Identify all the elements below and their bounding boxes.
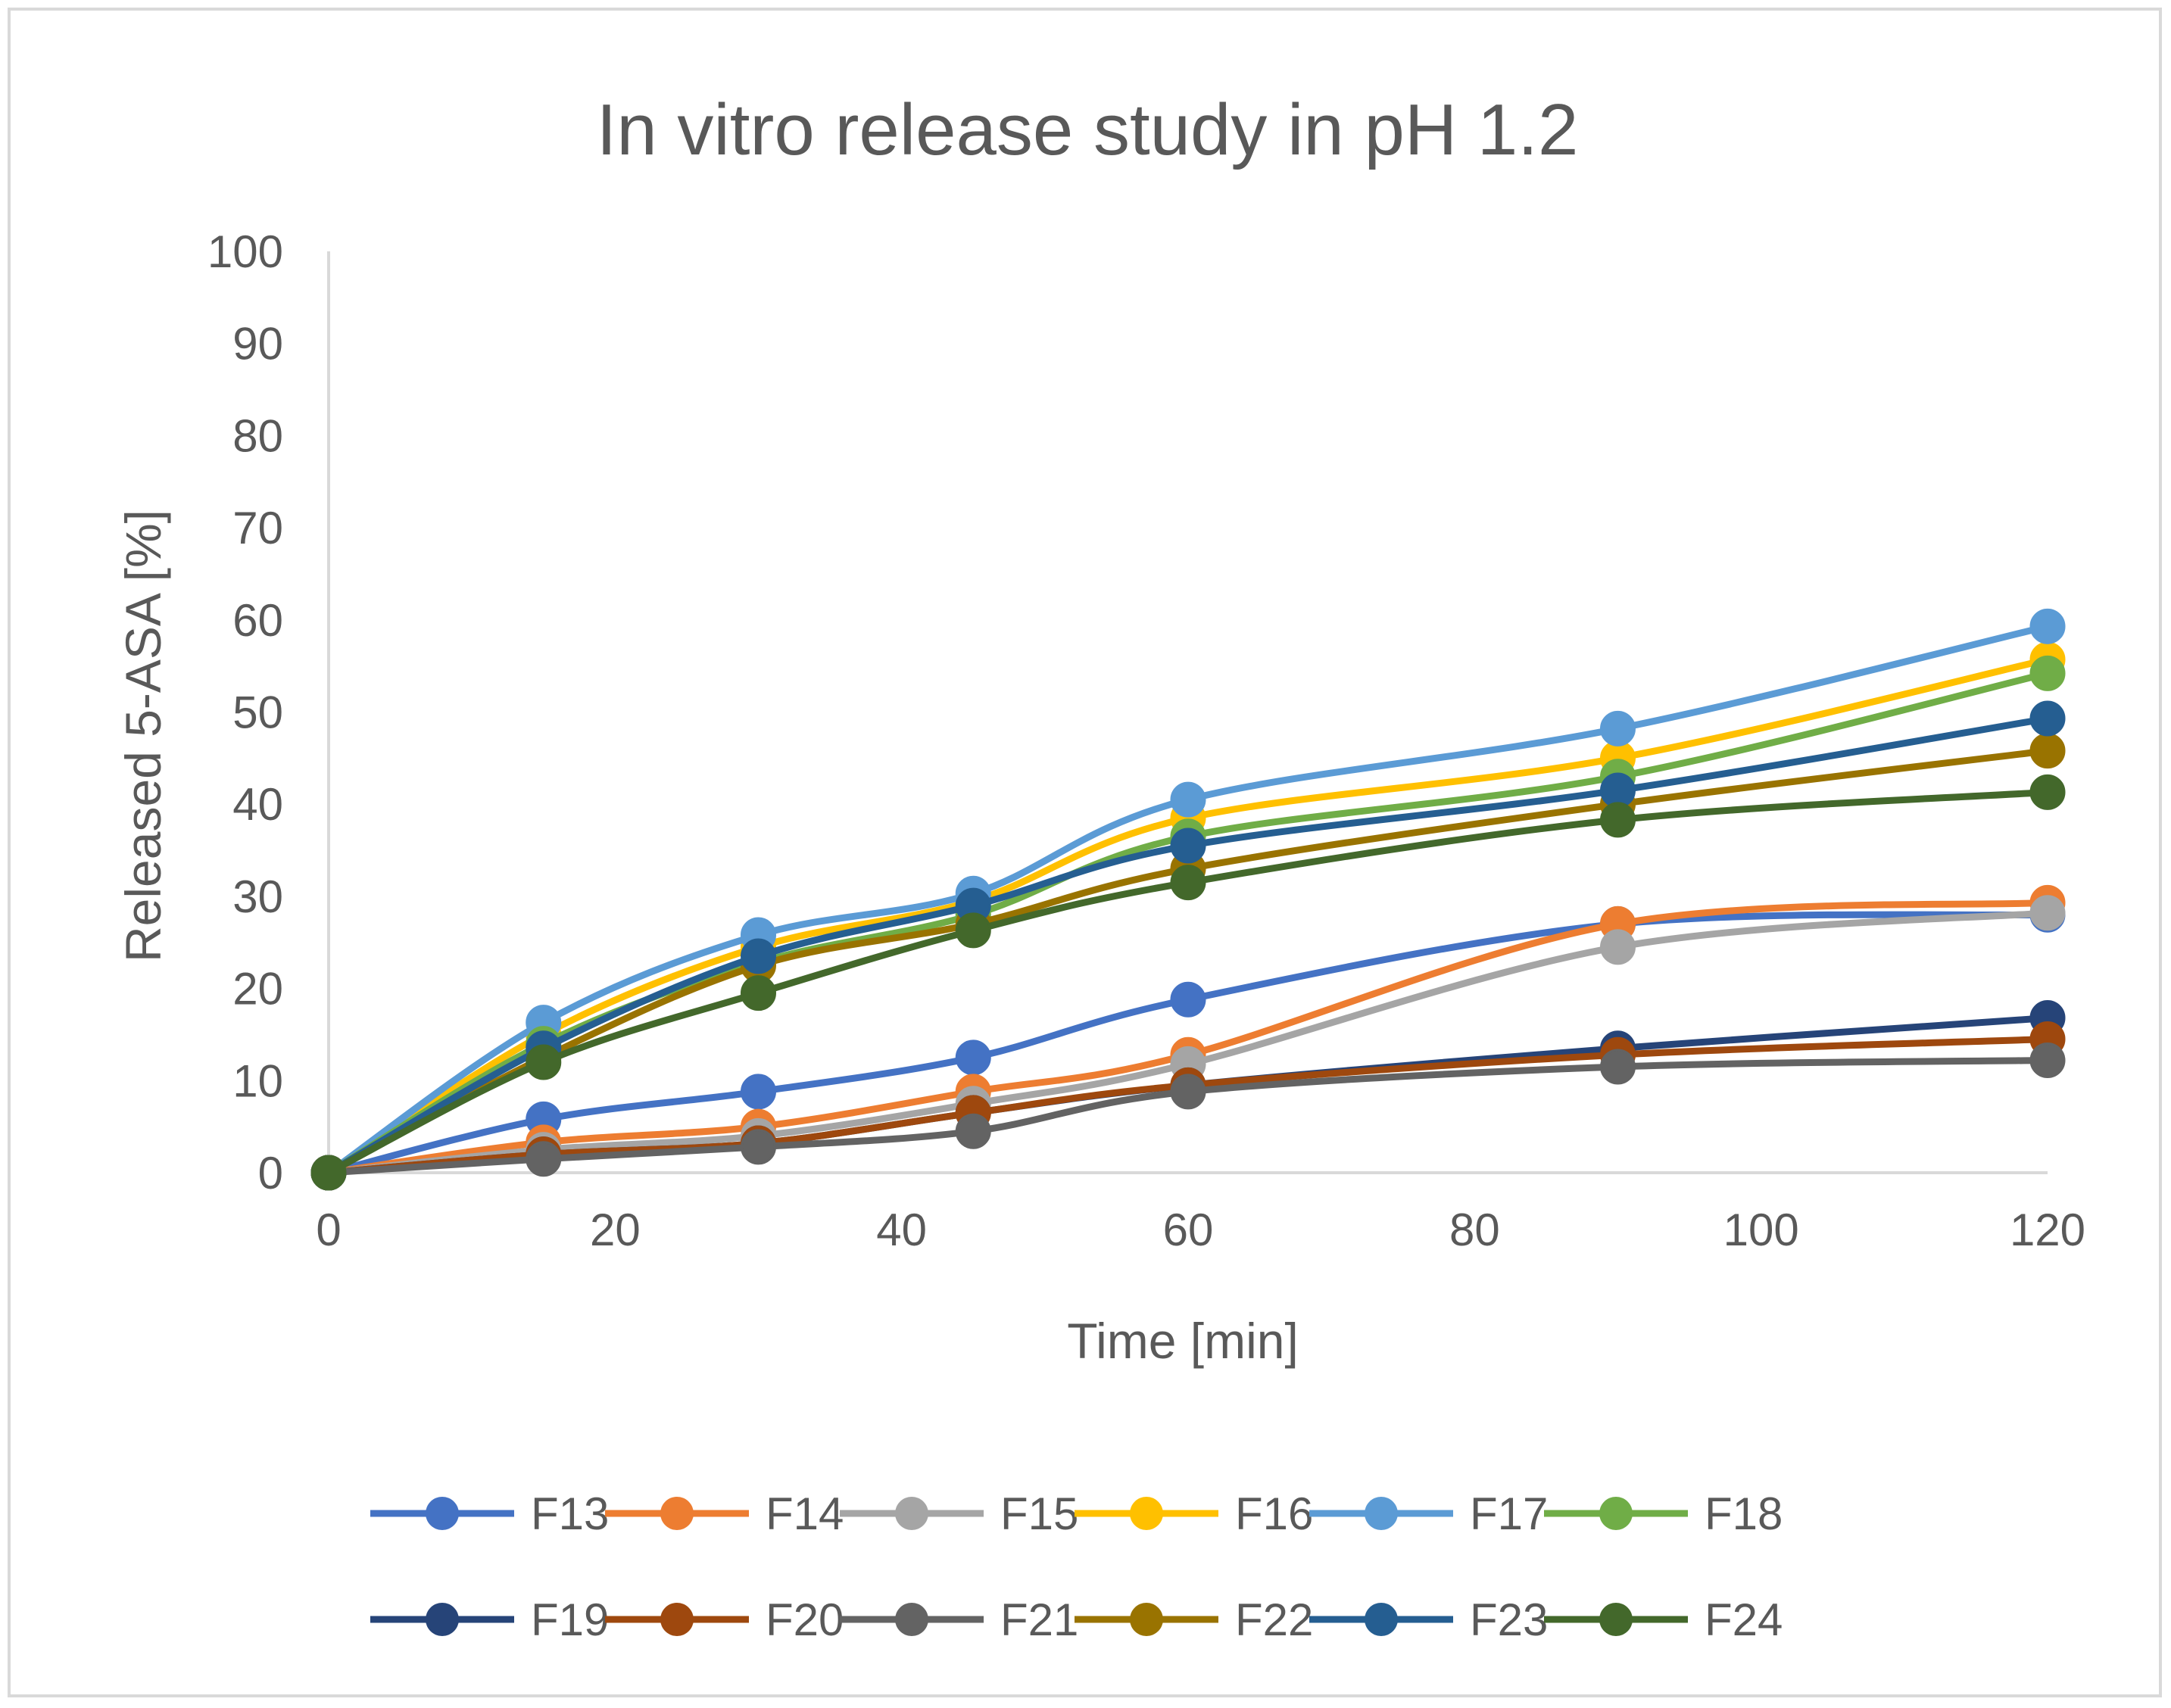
x-tick-label: 40 <box>876 1205 927 1255</box>
legend-marker-F15 <box>895 1497 928 1530</box>
legend-item-F18: F18 <box>1544 1488 1783 1539</box>
legend-label-F15: F15 <box>1000 1488 1078 1539</box>
data-point-F24-5 <box>1600 802 1636 838</box>
legend-label-F19: F19 <box>531 1594 609 1645</box>
y-tick-label: 50 <box>232 687 283 738</box>
data-point-F23-2 <box>741 938 776 974</box>
data-point-F13-4 <box>1170 981 1206 1018</box>
x-tick-label: 100 <box>1723 1205 1799 1255</box>
chart-frame: In vitro release study in pH 1.2 0 10 20 30… <box>8 8 2162 1697</box>
y-tick-label: 20 <box>232 964 283 1015</box>
data-point-F17-6 <box>2029 608 2066 644</box>
axes: 0 10 20 30 40 50 60 70 80 90 100 0 20 40 60 80 100 120 <box>207 226 2085 1255</box>
data-point-F17-5 <box>1600 710 1636 746</box>
data-point-F23-4 <box>1170 828 1206 864</box>
series-F24 <box>310 774 2066 1191</box>
legend-marker-F22 <box>1130 1603 1163 1636</box>
y-tick-label: 70 <box>232 503 283 553</box>
legend-item-F22: F22 <box>1075 1594 1313 1645</box>
legend-item-F15: F15 <box>840 1488 1078 1539</box>
legend-item-F24: F24 <box>1544 1594 1783 1645</box>
data-point-F17-4 <box>1170 781 1206 818</box>
data-point-F22-6 <box>2029 733 2066 769</box>
data-point-F24-0 <box>310 1155 347 1191</box>
legend-marker-F18 <box>1599 1497 1633 1530</box>
y-tick-label: 0 <box>258 1148 283 1198</box>
data-point-F23-6 <box>2029 700 2066 737</box>
series-lines <box>310 608 2066 1191</box>
x-tick-label: 60 <box>1163 1205 1214 1255</box>
legend-marker-F19 <box>426 1603 459 1636</box>
y-tick-label: 100 <box>207 226 283 277</box>
legend-marker-F16 <box>1130 1497 1163 1530</box>
legend-marker-F23 <box>1365 1603 1398 1636</box>
series-line-F14 <box>325 899 2051 1177</box>
data-point-F21-1 <box>526 1141 562 1177</box>
legend-marker-F21 <box>895 1603 928 1636</box>
y-tick-label: 80 <box>232 410 283 461</box>
series-line-F15 <box>325 909 2051 1177</box>
legend-label-F24: F24 <box>1705 1594 1783 1645</box>
data-point-F21-4 <box>1170 1074 1206 1110</box>
data-point-F18-6 <box>2029 655 2066 691</box>
x-tick-label: 0 <box>316 1205 341 1255</box>
data-point-F24-3 <box>955 912 991 949</box>
legend-item-F21: F21 <box>840 1594 1078 1645</box>
data-point-F15-6 <box>2029 895 2066 931</box>
data-point-F24-6 <box>2029 774 2066 810</box>
x-axis-title: Time [min] <box>1067 1313 1299 1369</box>
legend-item-F16: F16 <box>1075 1488 1313 1539</box>
legend-item-F20: F20 <box>605 1594 844 1645</box>
legend-label-F14: F14 <box>766 1488 844 1539</box>
y-tick-label: 40 <box>232 779 283 830</box>
data-point-F13-3 <box>955 1039 991 1076</box>
data-point-F21-3 <box>955 1113 991 1149</box>
legend-label-F17: F17 <box>1470 1488 1548 1539</box>
y-tick-label: 90 <box>232 319 283 369</box>
legend-label-F16: F16 <box>1235 1488 1313 1539</box>
y-tick-label: 30 <box>232 871 283 922</box>
data-point-F21-5 <box>1600 1049 1636 1085</box>
data-point-F15-5 <box>1600 929 1636 965</box>
y-tick-label: 10 <box>232 1055 283 1106</box>
legend-label-F20: F20 <box>766 1594 844 1645</box>
data-point-F21-2 <box>741 1129 776 1165</box>
data-point-F24-2 <box>741 975 776 1011</box>
y-axis-title: Released 5-ASA [%] <box>115 510 171 962</box>
legend-marker-F13 <box>426 1497 459 1530</box>
legend-item-F17: F17 <box>1309 1488 1548 1539</box>
legend-item-F23: F23 <box>1309 1594 1548 1645</box>
chart-title: In vitro release study in pH 1.2 <box>597 89 1579 170</box>
legend: F13 F14 F15 F16 F17 F18 F19 F20 F21 F22 F23 F24 <box>370 1488 1783 1645</box>
legend-marker-F24 <box>1599 1603 1633 1636</box>
legend-label-F21: F21 <box>1000 1594 1078 1645</box>
legend-item-F19: F19 <box>370 1594 609 1645</box>
legend-marker-F20 <box>660 1603 694 1636</box>
legend-label-F13: F13 <box>531 1488 609 1539</box>
legend-label-F22: F22 <box>1235 1594 1313 1645</box>
x-tick-label: 80 <box>1449 1205 1500 1255</box>
legend-label-F23: F23 <box>1470 1594 1548 1645</box>
legend-item-F14: F14 <box>605 1488 844 1539</box>
series-F21 <box>310 1043 2066 1191</box>
legend-item-F13: F13 <box>370 1488 609 1539</box>
legend-marker-F17 <box>1365 1497 1398 1530</box>
series-line-F21 <box>325 1057 2051 1177</box>
data-point-F21-6 <box>2029 1043 2066 1079</box>
data-point-F23-5 <box>1600 772 1636 809</box>
data-point-F24-1 <box>526 1044 562 1080</box>
legend-label-F18: F18 <box>1705 1488 1783 1539</box>
x-tick-label: 120 <box>2010 1205 2085 1255</box>
y-tick-label: 60 <box>232 595 283 646</box>
data-point-F13-2 <box>741 1074 776 1110</box>
x-tick-label: 20 <box>590 1205 641 1255</box>
legend-marker-F14 <box>660 1497 694 1530</box>
data-point-F24-4 <box>1170 865 1206 901</box>
release-chart: In vitro release study in pH 1.2 0 10 20 30… <box>115 89 2085 1645</box>
